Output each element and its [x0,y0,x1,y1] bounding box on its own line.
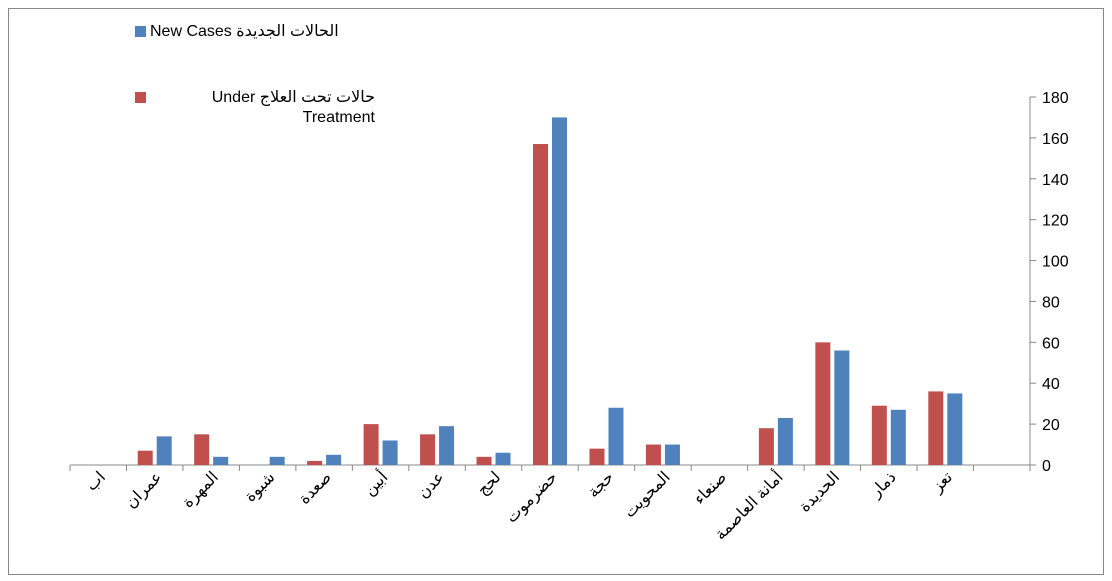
bar [476,456,492,465]
bar [495,452,511,465]
x-tick-label: حضرموت [503,469,561,527]
x-tick-label: صنعاء [691,469,730,508]
x-tick-label: شبوة [242,469,279,506]
x-tick-label: اب [83,469,109,495]
x-tick-label: الحديدة [796,469,843,516]
bar [928,391,944,465]
bar [834,350,850,465]
bar [439,426,455,465]
legend-item: الحالات الجديدة New Cases [135,22,400,42]
x-tick-label: صعدة [296,469,335,508]
bar [890,409,906,465]
x-tick-label: تعز [929,469,957,497]
legend-label: حالات تحت العلاج Under Treatment [211,89,375,126]
bar [758,428,774,465]
bar [137,450,153,465]
y-tick-label: 20 [1042,417,1060,434]
legend-item: حالات تحت العلاج Under Treatment [135,88,375,128]
x-tick-label: لحج [474,469,504,499]
y-tick-label: 0 [1042,458,1051,475]
y-tick-label: 60 [1042,335,1060,352]
bar [664,444,680,465]
bar [871,405,887,465]
x-tick-label: عدن [415,469,448,502]
bar [608,407,624,465]
chart-frame [8,8,1104,575]
x-tick-label: حجة [585,469,617,501]
bar [194,434,210,465]
y-tick-label: 120 [1042,213,1069,230]
legend-swatch [135,92,146,103]
bar [269,456,285,465]
bar [815,342,831,465]
y-tick-label: 80 [1042,294,1060,311]
bar [777,417,793,465]
bar [307,460,323,465]
bar [213,456,229,465]
y-tick-label: 40 [1042,376,1060,393]
y-tick-label: 160 [1042,131,1069,148]
bar [645,444,661,465]
bar [420,434,436,465]
bar [552,117,567,465]
bar [156,436,172,465]
y-tick-label: 140 [1042,172,1069,189]
bar [382,440,398,465]
bar [533,144,548,465]
y-tick-label: 100 [1042,254,1069,271]
y-tick-label: 180 [1042,90,1069,107]
bar [326,454,342,465]
x-tick-label: أبين [359,467,392,500]
x-tick-label: ذمار [867,469,900,502]
x-tick-label: المحويت [621,469,674,522]
x-tick-label: عمران [123,469,167,513]
bar [363,424,379,465]
bar [947,393,963,465]
legend-swatch [135,26,146,37]
x-tick-label: المهرة [179,469,222,512]
bar [589,448,605,465]
legend-label: الحالات الجديدة New Cases [150,23,339,40]
